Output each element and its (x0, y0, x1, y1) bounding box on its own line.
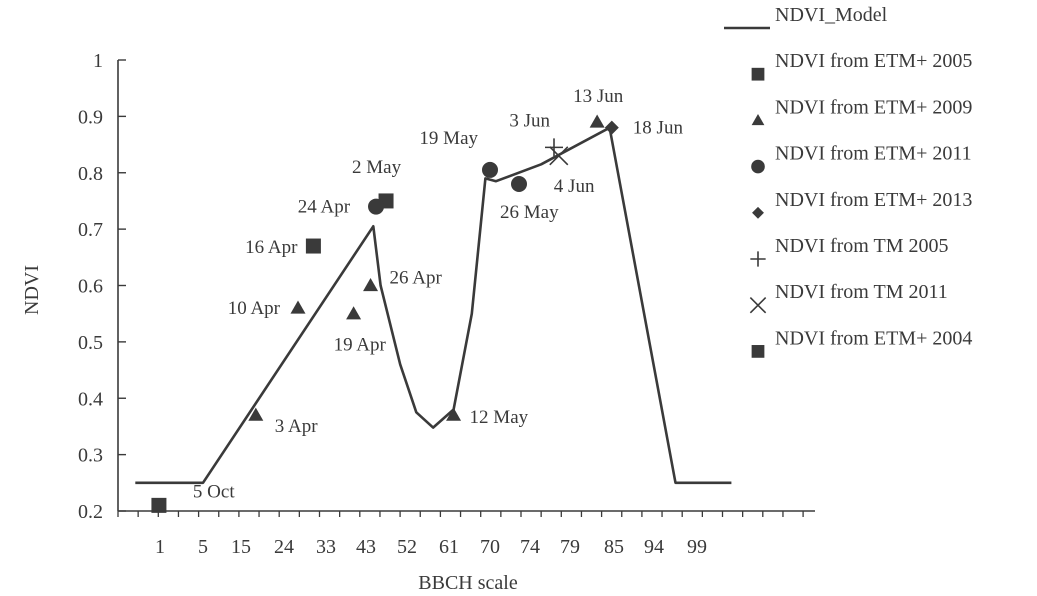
data-point-circle (482, 161, 498, 178)
x-tick-label: 24 (274, 536, 294, 558)
y-axis-title: NDVI (21, 265, 43, 315)
legend-item: NDVI_Model (724, 4, 888, 30)
legend-marker-plus (750, 251, 766, 267)
y-tick-label: 0.7 (78, 219, 103, 241)
data-point-triangle (346, 306, 362, 320)
x-tick-label: 99 (687, 536, 707, 558)
data-point-diamond (604, 120, 619, 135)
data-point-square (151, 497, 167, 513)
x-tick-label: 1 (155, 536, 165, 558)
y-tick-label: 0.2 (78, 501, 103, 523)
y-tick-label: 1 (93, 50, 103, 72)
point-annotation: 19 Apr (334, 335, 387, 356)
data-point-x (549, 146, 569, 166)
point-annotation: 2 May (352, 157, 402, 178)
x-tick-label: 15 (231, 536, 251, 558)
data-point-plus (545, 138, 563, 157)
x-axis-ticks: 1 5 15 24 33 43 52 61 70 74 79 85 94 99 (117, 511, 804, 558)
point-annotation: 5 Oct (193, 481, 235, 502)
point-annotation: 24 Apr (298, 197, 351, 218)
point-annotation: 10 Apr (228, 298, 281, 319)
model-line-group (135, 126, 732, 485)
legend-marker-triangle (751, 114, 765, 126)
data-point-triangle (248, 407, 264, 421)
point-annotation: 3 Apr (275, 416, 318, 437)
x-tick-label: 79 (560, 536, 580, 558)
ndvi-model-line (135, 126, 732, 485)
legend-item: NDVI from ETM+ 2004 (751, 327, 972, 358)
x-tick-label: 33 (316, 536, 336, 558)
data-point-triangle (446, 407, 462, 421)
point-annotations: 2 May 16 Apr 3 Apr 10 Apr 19 Apr 26 Apr 12 May… (193, 86, 684, 502)
legend-item: NDVI from ETM+ 2005 (751, 50, 972, 81)
legend-label: NDVI from ETM+ 2011 (775, 143, 972, 165)
data-point-triangle (363, 278, 379, 292)
x-tick-label: 94 (644, 536, 664, 558)
x-tick-label: 61 (439, 536, 459, 558)
point-annotation: 16 Apr (245, 237, 298, 258)
legend-marker-x (749, 296, 767, 314)
x-axis-title: BBCH scale (418, 572, 518, 594)
y-tick-label: 0.6 (78, 276, 103, 298)
point-annotation: 26 May (500, 202, 559, 223)
data-point-circle (368, 198, 385, 215)
x-tick-label: 70 (480, 536, 500, 558)
x-tick-label: 5 (198, 536, 208, 558)
data-point-triangle (290, 300, 306, 314)
legend-label: NDVI from ETM+ 2013 (775, 189, 972, 211)
data-point-triangle (589, 114, 605, 128)
point-annotation: 19 May (419, 128, 478, 149)
point-annotation: 4 Jun (554, 176, 595, 197)
point-annotation: 3 Jun (509, 110, 550, 131)
point-annotation: 18 Jun (633, 118, 684, 139)
point-annotation: 13 Jun (573, 86, 624, 107)
x-tick-label: 43 (356, 536, 376, 558)
x-tick-label: 74 (520, 536, 540, 558)
legend-label: NDVI from TM 2011 (775, 281, 948, 303)
data-point-circle (511, 176, 527, 193)
y-tick-label: 0.9 (78, 106, 103, 128)
y-tick-label: 0.4 (78, 388, 103, 410)
y-tick-label: 0.5 (78, 332, 103, 354)
legend-marker-diamond (752, 206, 764, 219)
data-point-square (305, 238, 321, 254)
data-markers (151, 114, 619, 513)
x-tick-label: 85 (604, 536, 624, 558)
legend-item: NDVI from TM 2005 (750, 235, 949, 267)
legend-item: NDVI from ETM+ 2013 (752, 189, 972, 219)
legend-marker-square (751, 67, 765, 81)
legend-label: NDVI from TM 2005 (775, 235, 949, 257)
legend-label: NDVI_Model (775, 4, 888, 26)
point-annotation: 26 Apr (390, 268, 443, 289)
legend-item: NDVI from TM 2011 (749, 281, 948, 314)
legend-marker-square (751, 345, 765, 358)
x-tick-label: 52 (397, 536, 417, 558)
legend-item: NDVI from ETM+ 2009 (751, 96, 972, 126)
legend-label: NDVI from ETM+ 2005 (775, 50, 972, 72)
point-annotation: 12 May (470, 407, 529, 428)
legend-label: NDVI from ETM+ 2004 (775, 327, 972, 349)
y-tick-label: 0.3 (78, 445, 103, 467)
legend-item: NDVI from ETM+ 2011 (751, 143, 972, 174)
legend: NDVI_Model NDVI from ETM+ 2005 NDVI from E… (724, 4, 972, 358)
legend-label: NDVI from ETM+ 2009 (775, 96, 972, 118)
y-axis-ticks: 0.2 0.3 0.4 0.5 0.6 0.7 0.8 0.9 1 (78, 50, 126, 523)
y-tick-label: 0.8 (78, 163, 103, 185)
legend-marker-circle (751, 159, 765, 174)
